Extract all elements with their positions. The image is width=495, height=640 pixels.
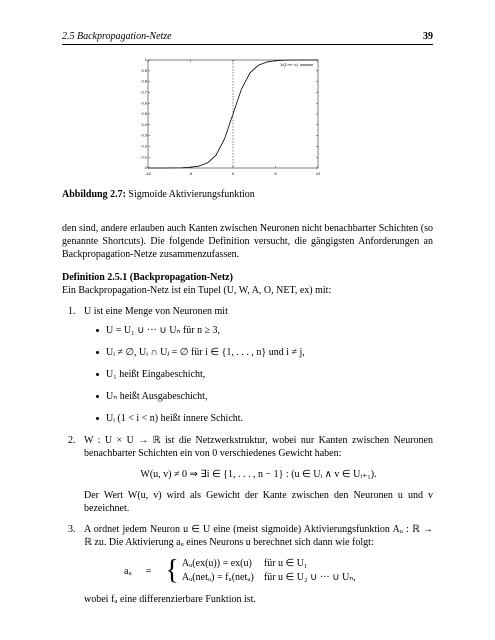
page-header: 2.5 Backpropagation-Netze 39 bbox=[62, 30, 433, 45]
item-text: U ist eine Menge von Neuronen mit bbox=[84, 306, 228, 317]
formula-lhs: aᵤ bbox=[124, 565, 132, 577]
item-text: A ordnet jedem Neuron u ∈ U eine (meist … bbox=[84, 524, 433, 548]
definition-items: 1. U ist eine Menge von Neuronen mit U = U… bbox=[62, 305, 433, 606]
case-formula: aᵤ = {Aᵤ(ex(u)) = ex(u) für u ∈ U₁ Aᵤ(netᵤ) … bbox=[124, 557, 433, 585]
page-number: 39 bbox=[423, 31, 433, 42]
legend-label: 1/(1+e^-x) bbox=[280, 62, 299, 67]
item-after: wobei fᵤ eine differenzierbare Funktion … bbox=[84, 594, 256, 605]
bullet-item: Uᵢ (1 < i < n) heißt innere Schicht. bbox=[96, 412, 433, 425]
x-tick-label: 5 bbox=[274, 171, 277, 176]
caption-label: Abbildung 2.7: bbox=[62, 189, 126, 200]
formula-eq: = bbox=[145, 565, 152, 577]
section-title: 2.5 Backpropagation-Netze bbox=[62, 31, 172, 42]
bullet-list: U = U₁ ∪ ··· ∪ Uₙ für n ≥ 3, Uᵢ ≠ ∅, Uᵢ ∩… bbox=[84, 324, 433, 425]
paragraph: den sind, andere erlauben auch Kanten zw… bbox=[62, 223, 433, 260]
y-tick-label: 0.1 bbox=[141, 154, 147, 159]
y-tick-label: 0.4 bbox=[141, 122, 147, 127]
item-text: W : U × U → ℝ ist die Netzwerkstruktur, … bbox=[84, 435, 433, 459]
text-body: den sind, andere erlauben auch Kanten zw… bbox=[62, 222, 433, 614]
item-number: 3. bbox=[68, 524, 76, 535]
y-tick-label: 0.9 bbox=[141, 68, 147, 73]
y-tick-label: 0.6 bbox=[141, 100, 147, 105]
definition-title: Definition 2.5.1 (Backpropagation-Netz) bbox=[62, 272, 233, 283]
item-number: 1. bbox=[68, 306, 76, 317]
bullet-item: Uₙ heißt Ausgabeschicht, bbox=[96, 390, 433, 403]
case-cell: Aᵤ(ex(u)) = ex(u) bbox=[181, 558, 252, 569]
y-tick-label: 0 bbox=[145, 165, 148, 170]
x-tick-label: -10 bbox=[145, 171, 152, 176]
bullet-item: Uᵢ ≠ ∅, Uᵢ ∩ Uⱼ = ∅ für i ∈ {1, . . . , … bbox=[96, 346, 433, 359]
formula: W(u, v) ≠ 0 ⇒ ∃i ∈ {1, . . . , n − 1} : … bbox=[140, 469, 377, 480]
figure-caption: Abbildung 2.7: Sigmoide Aktivierungsfunk… bbox=[62, 188, 255, 201]
brace: { bbox=[165, 555, 179, 586]
case-row: Aᵤ(ex(u)) = ex(u) für u ∈ U₁ bbox=[182, 557, 366, 571]
y-tick-label: 0.3 bbox=[141, 133, 147, 138]
list-item: 3. A ordnet jedem Neuron u ∈ U eine (meis… bbox=[62, 523, 433, 606]
cases-table: Aᵤ(ex(u)) = ex(u) für u ∈ U₁ Aᵤ(netᵤ) = fᵤ… bbox=[182, 557, 366, 585]
y-tick-label: 0.2 bbox=[141, 143, 147, 148]
case-cell: für u ∈ U₁ bbox=[263, 558, 308, 569]
item-number: 2. bbox=[68, 435, 76, 446]
y-tick-label: 0.8 bbox=[141, 79, 147, 84]
x-tick-label: 10 bbox=[316, 171, 321, 176]
list-item: 2. W : U × U → ℝ ist die Netzwerkstruktur… bbox=[62, 434, 433, 515]
y-tick-label: 0.7 bbox=[141, 89, 147, 94]
data-line bbox=[148, 59, 318, 169]
case-row: Aᵤ(netᵤ) = fᵤ(netᵤ) für u ∈ U₂ ∪ ··· ∪ Uₙ… bbox=[182, 571, 366, 585]
item-after: Der Wert W(u, v) wird als Gewicht der Ka… bbox=[84, 490, 433, 514]
bullet-item: U = U₁ ∪ ··· ∪ Uₙ für n ≥ 3, bbox=[96, 324, 433, 337]
x-tick-label: 0 bbox=[232, 171, 235, 176]
figure-chart: 0 0.1 0.2 0.3 0.4 0.5 0.6 0.7 0.8 0.9 1 -10 -5 0 5 10 1/… bbox=[141, 57, 321, 176]
x-tick-label: -5 bbox=[189, 171, 193, 176]
y-tick-label: 0.5 bbox=[141, 111, 147, 116]
case-cell: Aᵤ(netᵤ) = fᵤ(netᵤ) bbox=[181, 572, 254, 583]
case-cell: für u ∈ U₂ ∪ ··· ∪ Uₙ, bbox=[263, 572, 356, 583]
list-item: 1. U ist eine Menge von Neuronen mit U = U… bbox=[62, 305, 433, 425]
y-tick-label: 1 bbox=[145, 57, 148, 62]
bullet-item: U₁ heißt Eingabeschicht, bbox=[96, 368, 433, 381]
definition-intro: Ein Backpropagation-Netz ist ein Tupel (… bbox=[62, 285, 332, 296]
caption-text: Sigmoide Aktivierungsfunktion bbox=[128, 189, 255, 200]
